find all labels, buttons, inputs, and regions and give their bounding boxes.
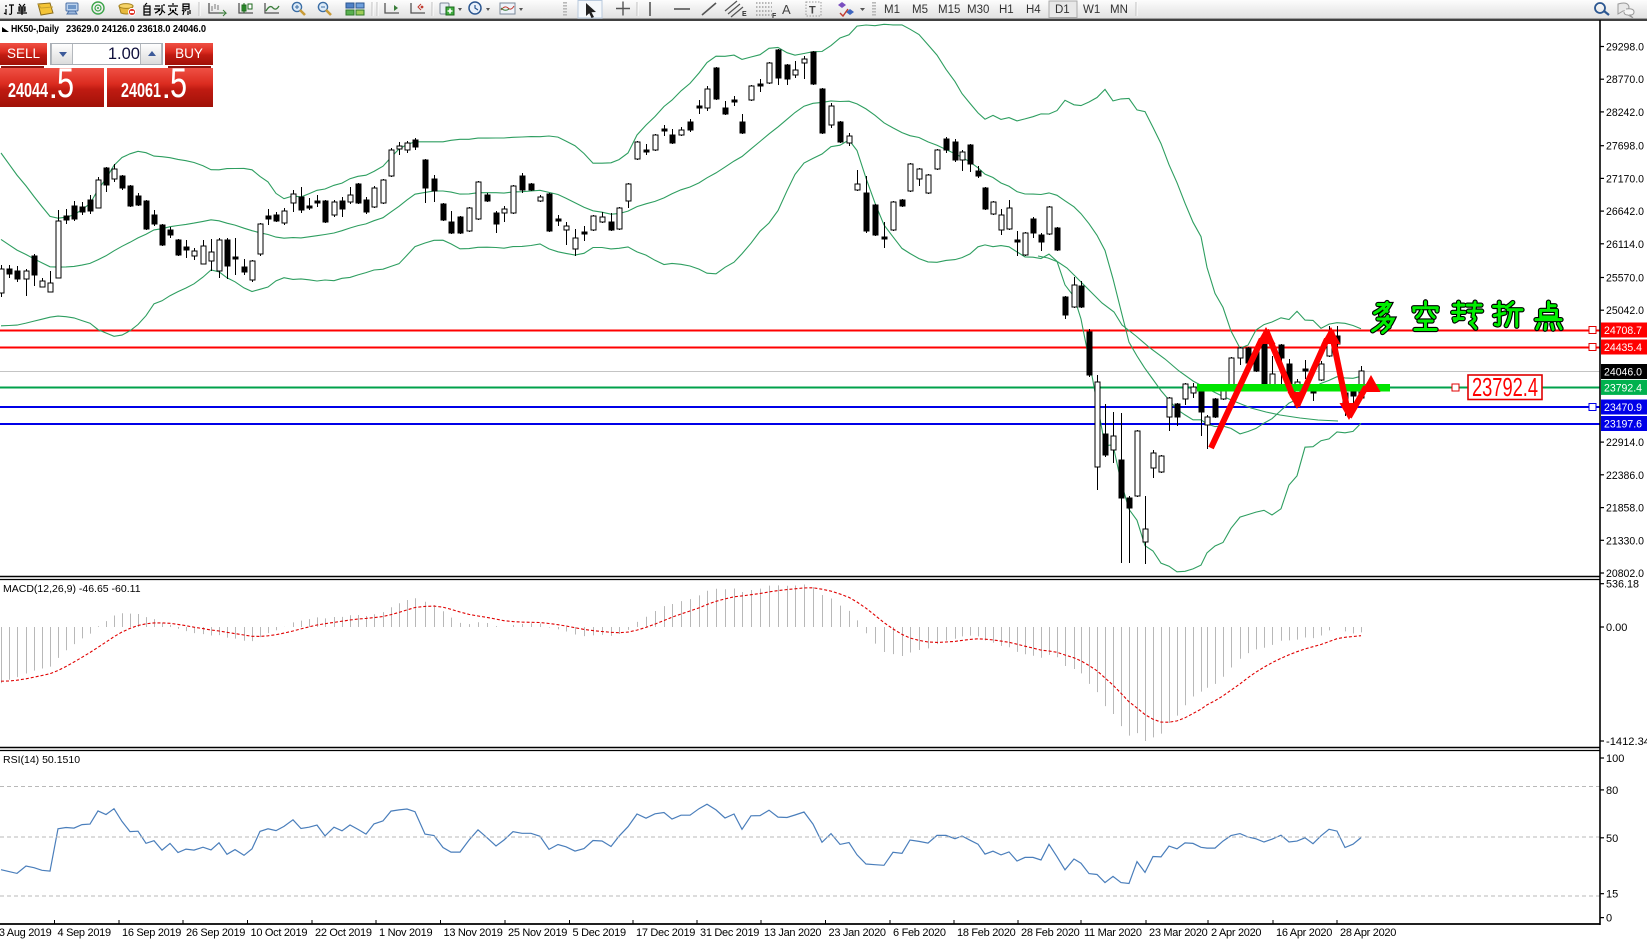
svg-text:0.00: 0.00 bbox=[1606, 622, 1627, 634]
svg-text:18 Feb 2020: 18 Feb 2020 bbox=[957, 927, 1016, 939]
svg-text:50: 50 bbox=[1606, 833, 1618, 845]
svg-text:16 Sep 2019: 16 Sep 2019 bbox=[122, 927, 181, 939]
svg-text:80: 80 bbox=[1606, 785, 1618, 797]
svg-text:21858.0: 21858.0 bbox=[1606, 503, 1644, 515]
svg-text:2 Apr 2020: 2 Apr 2020 bbox=[1211, 927, 1261, 939]
svg-text:23 Aug 2019: 23 Aug 2019 bbox=[0, 927, 52, 939]
svg-text:4 Sep 2019: 4 Sep 2019 bbox=[58, 927, 111, 939]
svg-text:31 Dec 2019: 31 Dec 2019 bbox=[700, 927, 759, 939]
svg-text:26 Sep 2019: 26 Sep 2019 bbox=[186, 927, 245, 939]
svg-text:28 Feb 2020: 28 Feb 2020 bbox=[1021, 927, 1080, 939]
svg-text:6 Feb 2020: 6 Feb 2020 bbox=[893, 927, 946, 939]
svg-text:13 Jan 2020: 13 Jan 2020 bbox=[764, 927, 821, 939]
svg-text:21330.0: 21330.0 bbox=[1606, 535, 1644, 547]
svg-text:23629.0 24126.0 23618.0 24046.: 23629.0 24126.0 23618.0 24046.0 bbox=[66, 23, 206, 35]
svg-text:22914.0: 22914.0 bbox=[1606, 437, 1644, 449]
svg-text:27170.0: 27170.0 bbox=[1606, 173, 1644, 185]
svg-text:M1: M1 bbox=[884, 4, 900, 16]
svg-text:28770.0: 28770.0 bbox=[1606, 74, 1644, 86]
svg-text:A: A bbox=[782, 2, 791, 17]
svg-text:H1: H1 bbox=[999, 4, 1014, 16]
svg-text:M30: M30 bbox=[967, 4, 989, 16]
svg-text:16 Apr 2020: 16 Apr 2020 bbox=[1276, 927, 1332, 939]
svg-text:HK50-,Daily: HK50-,Daily bbox=[11, 23, 59, 35]
svg-text:T: T bbox=[809, 5, 816, 17]
svg-text:23197.6: 23197.6 bbox=[1604, 419, 1642, 431]
svg-text:MACD(12,26,9) -46.65 -60.11: MACD(12,26,9) -46.65 -60.11 bbox=[3, 583, 141, 595]
svg-text:25 Nov 2019: 25 Nov 2019 bbox=[508, 927, 567, 939]
svg-text:22 Oct 2019: 22 Oct 2019 bbox=[315, 927, 372, 939]
svg-text:M5: M5 bbox=[912, 4, 928, 16]
svg-text:25570.0: 25570.0 bbox=[1606, 273, 1644, 285]
svg-text:26642.0: 26642.0 bbox=[1606, 206, 1644, 218]
svg-text:25042.0: 25042.0 bbox=[1606, 305, 1644, 317]
svg-text:17 Dec 2019: 17 Dec 2019 bbox=[636, 927, 695, 939]
svg-text:E: E bbox=[742, 11, 747, 18]
svg-text:23792.4: 23792.4 bbox=[1472, 372, 1538, 402]
svg-text:23 Jan 2020: 23 Jan 2020 bbox=[829, 927, 886, 939]
svg-text:10 Oct 2019: 10 Oct 2019 bbox=[251, 927, 308, 939]
svg-text:5 Dec 2019: 5 Dec 2019 bbox=[573, 927, 626, 939]
svg-text:28242.0: 28242.0 bbox=[1606, 107, 1644, 119]
svg-text:23792.4: 23792.4 bbox=[1604, 383, 1642, 395]
svg-text:F: F bbox=[772, 13, 777, 19]
svg-text:RSI(14) 50.1510: RSI(14) 50.1510 bbox=[3, 754, 80, 766]
svg-text:24435.4: 24435.4 bbox=[1604, 342, 1642, 354]
svg-text:26114.0: 26114.0 bbox=[1606, 239, 1644, 251]
svg-text:22386.0: 22386.0 bbox=[1606, 470, 1644, 482]
svg-text:24046.0: 24046.0 bbox=[1604, 367, 1642, 379]
svg-text:23 Mar 2020: 23 Mar 2020 bbox=[1149, 927, 1208, 939]
svg-text:H4: H4 bbox=[1026, 4, 1041, 16]
svg-text:M15: M15 bbox=[938, 4, 960, 16]
svg-text:D1: D1 bbox=[1055, 4, 1070, 16]
svg-text:1 Nov 2019: 1 Nov 2019 bbox=[379, 927, 432, 939]
svg-text:13 Nov 2019: 13 Nov 2019 bbox=[444, 927, 503, 939]
svg-text:MN: MN bbox=[1110, 4, 1128, 16]
svg-text:100: 100 bbox=[1606, 753, 1624, 765]
svg-text:15: 15 bbox=[1606, 889, 1618, 901]
svg-text:0: 0 bbox=[1606, 913, 1612, 925]
svg-text:29298.0: 29298.0 bbox=[1606, 42, 1644, 54]
svg-text:23470.9: 23470.9 bbox=[1604, 402, 1642, 414]
svg-text:11 Mar 2020: 11 Mar 2020 bbox=[1084, 927, 1142, 939]
svg-text:20802.0: 20802.0 bbox=[1606, 568, 1644, 580]
svg-text:27698.0: 27698.0 bbox=[1606, 141, 1644, 153]
svg-text:24708.7: 24708.7 bbox=[1604, 325, 1642, 337]
svg-text:536.18: 536.18 bbox=[1606, 579, 1639, 591]
svg-text:W1: W1 bbox=[1083, 4, 1100, 16]
svg-text:28 Apr 2020: 28 Apr 2020 bbox=[1340, 927, 1396, 939]
svg-text:-1412.34: -1412.34 bbox=[1606, 736, 1647, 748]
